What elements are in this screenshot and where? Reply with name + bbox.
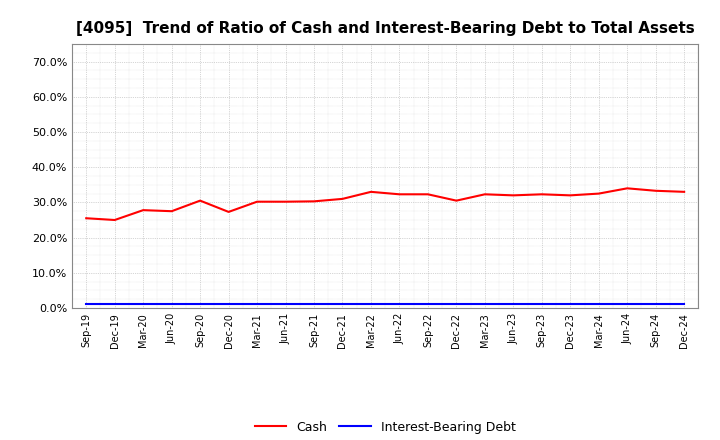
Cash xyxy=(110,217,119,223)
Cash xyxy=(480,192,489,197)
Cash xyxy=(82,216,91,221)
Interest-Bearing Debt xyxy=(338,302,347,307)
Interest-Bearing Debt xyxy=(566,302,575,307)
Cash xyxy=(225,209,233,215)
Interest-Bearing Debt xyxy=(225,302,233,307)
Cash xyxy=(338,196,347,202)
Cash xyxy=(423,192,432,197)
Interest-Bearing Debt xyxy=(139,302,148,307)
Cash xyxy=(623,186,631,191)
Cash xyxy=(282,199,290,204)
Line: Cash: Cash xyxy=(86,188,684,220)
Interest-Bearing Debt xyxy=(253,302,261,307)
Interest-Bearing Debt xyxy=(110,302,119,307)
Interest-Bearing Debt xyxy=(167,302,176,307)
Cash xyxy=(566,193,575,198)
Interest-Bearing Debt xyxy=(366,302,375,307)
Interest-Bearing Debt xyxy=(196,302,204,307)
Cash xyxy=(253,199,261,204)
Interest-Bearing Debt xyxy=(395,302,404,307)
Cash xyxy=(395,192,404,197)
Cash xyxy=(167,209,176,214)
Cash xyxy=(139,208,148,213)
Interest-Bearing Debt xyxy=(82,302,91,307)
Legend: Cash, Interest-Bearing Debt: Cash, Interest-Bearing Debt xyxy=(250,416,521,439)
Cash xyxy=(196,198,204,203)
Cash xyxy=(452,198,461,203)
Interest-Bearing Debt xyxy=(623,302,631,307)
Interest-Bearing Debt xyxy=(537,302,546,307)
Cash xyxy=(652,188,660,194)
Title: [4095]  Trend of Ratio of Cash and Interest-Bearing Debt to Total Assets: [4095] Trend of Ratio of Cash and Intere… xyxy=(76,21,695,36)
Interest-Bearing Debt xyxy=(509,302,518,307)
Interest-Bearing Debt xyxy=(680,302,688,307)
Interest-Bearing Debt xyxy=(595,302,603,307)
Interest-Bearing Debt xyxy=(282,302,290,307)
Interest-Bearing Debt xyxy=(480,302,489,307)
Cash xyxy=(680,189,688,194)
Cash xyxy=(310,199,318,204)
Interest-Bearing Debt xyxy=(652,302,660,307)
Cash xyxy=(366,189,375,194)
Interest-Bearing Debt xyxy=(452,302,461,307)
Cash xyxy=(509,193,518,198)
Interest-Bearing Debt xyxy=(310,302,318,307)
Cash xyxy=(595,191,603,196)
Interest-Bearing Debt xyxy=(423,302,432,307)
Cash xyxy=(537,192,546,197)
